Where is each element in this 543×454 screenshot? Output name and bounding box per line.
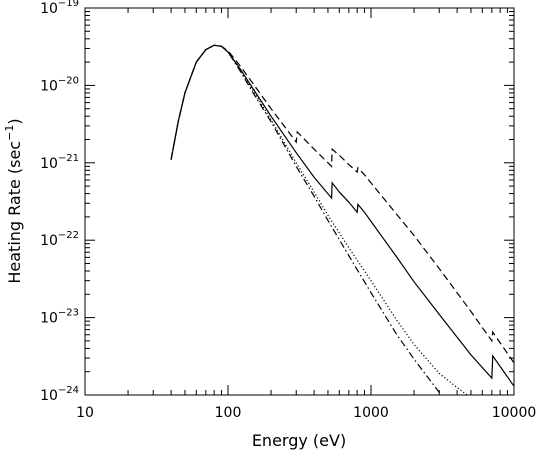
y-tick-label: 10−22	[40, 230, 79, 249]
series-lines	[170, 44, 515, 396]
x-tick-label: 1000	[353, 405, 389, 421]
y-axis-label: Heating Rate (sec−1)	[3, 118, 24, 283]
y-tick-label: 10−19	[40, 0, 79, 17]
x-tick-label: 10000	[492, 405, 537, 421]
series-line-dash-dot	[170, 44, 442, 396]
x-tick-label: 100	[215, 405, 242, 421]
y-tick-labels: 10−24 10−23 10−22 10−21 10−20 10−19	[40, 0, 79, 404]
x-tick-label: 10	[76, 405, 94, 421]
y-tick-label: 10−20	[40, 75, 79, 94]
x-axis-label: Energy (eV)	[252, 431, 346, 450]
x-tick-labels: 10 100 1000 10000	[76, 405, 536, 421]
plot-frame	[84, 7, 515, 396]
series-line-dashed	[170, 44, 515, 364]
y-tick-label: 10−23	[40, 308, 79, 327]
y-tick-label: 10−21	[40, 153, 79, 172]
series-line-solid	[170, 44, 515, 387]
series-line-dotted	[170, 44, 468, 396]
y-tick-label: 10−24	[40, 385, 79, 404]
axis-ticks	[84, 7, 515, 396]
